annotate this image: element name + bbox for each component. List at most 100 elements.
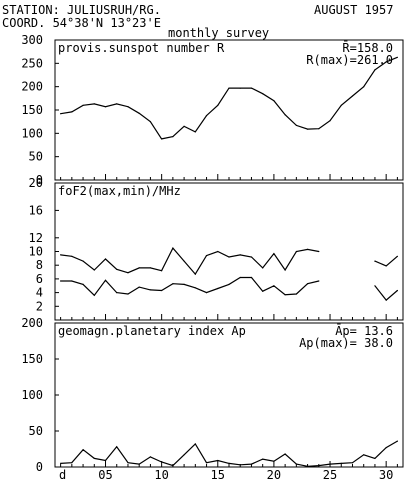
fof2-series-1-point	[250, 276, 253, 279]
ap-series-0-point	[284, 453, 286, 455]
sunspot-series-0-point	[340, 104, 342, 106]
ap-series-0-point	[194, 443, 196, 445]
fof2-series-1-point	[172, 283, 174, 285]
ap-series-0-point	[340, 462, 342, 464]
ap-series-0-point	[183, 454, 185, 456]
fof2-series-0-line	[60, 247, 319, 276]
ap-series-0-point	[161, 461, 163, 463]
fof2-series-1-point	[396, 289, 398, 292]
ap-xtick-label: 20	[267, 468, 281, 480]
ap-series-0-point	[273, 460, 275, 462]
sunspot-ytick-label: 200	[21, 80, 43, 94]
fof2-series-0-point	[295, 250, 297, 253]
ap-series-0-point	[127, 462, 129, 464]
ap-ytick-label: 150	[21, 352, 43, 366]
ap-xtick-label: 25	[323, 468, 337, 480]
ap-series-0-point	[262, 458, 264, 460]
sunspot-series-0-point	[127, 106, 129, 108]
fof2-series-1-line	[374, 285, 398, 301]
fof2-series-0-point	[250, 256, 253, 258]
ap-ytick-label: 0	[36, 460, 43, 474]
fof2-series-0-point	[161, 270, 163, 272]
fof2-series-1-point	[262, 290, 264, 292]
sunspot-series-0-line	[60, 56, 398, 140]
fof2-series-0-point	[262, 267, 264, 269]
fof2-series-0-point	[217, 250, 219, 253]
fof2-series-0-point	[396, 255, 398, 257]
fof2-ytick-label: 2	[36, 299, 43, 313]
fof2-series-0-point	[385, 265, 387, 267]
ap-series-0-point	[396, 440, 398, 442]
fof2-series-1-point	[60, 280, 62, 282]
ap-series-0-point	[116, 446, 118, 448]
fof2-ytick-label: 20	[29, 176, 43, 190]
ap-series-0-point	[374, 457, 376, 459]
sunspot-series-0-point	[172, 136, 174, 138]
ap-title: geomagn.planetary index Ap	[58, 324, 246, 338]
fof2-series-1-point	[183, 283, 185, 285]
fof2-series-0-point	[116, 268, 118, 270]
sunspot-ytick-label: 50	[29, 150, 43, 164]
fof2-series-0-point	[71, 255, 73, 257]
sunspot-title: provis.sunspot number R	[58, 41, 225, 55]
fof2-frame	[54, 182, 404, 321]
fof2-series-1-point	[82, 283, 84, 285]
sunspot-series-0-point	[104, 106, 107, 108]
ap-series-0-point	[295, 463, 297, 465]
date-label: AUGUST 1957	[314, 3, 393, 17]
sunspot-series-0-point	[351, 95, 354, 97]
sunspot-series-0-point	[385, 61, 387, 63]
fof2-series-1-point	[161, 289, 163, 292]
fof2-series-1-line	[60, 276, 319, 297]
fof2-series-1-point	[273, 285, 275, 287]
sunspot-series-0-point	[295, 124, 297, 126]
survey-label: monthly survey	[168, 26, 269, 40]
fof2-title: foF2(max,min)/MHz	[58, 184, 181, 198]
sunspot-series-0-point	[217, 104, 219, 106]
ap-series-0-point	[138, 463, 140, 465]
fof2-series-1-point	[374, 285, 376, 287]
fof2-ytick-label: 16	[29, 203, 43, 217]
ap-xtick-label: 05	[98, 468, 112, 480]
fof2-series-1-point	[116, 292, 118, 294]
ap-series-0-point	[217, 459, 219, 462]
fof2-ytick-label: 10	[29, 245, 43, 259]
ap-series-0-point	[363, 454, 365, 456]
ap-xtick-label: 10	[154, 468, 168, 480]
ap-series-0-point	[250, 463, 253, 465]
station-label: STATION: JULIUSRUH/RG.	[2, 3, 161, 17]
ap-series-0-point	[172, 465, 174, 467]
sunspot-mean-label: R̄=158.0	[342, 41, 393, 55]
sunspot-series-0-point	[273, 100, 275, 102]
fof2-series-0-point	[307, 248, 309, 250]
sunspot-ytick-label: 300	[21, 33, 43, 47]
fof2-series-0-point	[284, 269, 286, 271]
fof2-series-1-point	[205, 292, 208, 294]
sunspot-panel: 0 50 100 150 200 250 300 provis.sunspot number …	[21, 33, 404, 187]
ap-ytick-label: 100	[21, 388, 43, 402]
ap-series-0-point	[149, 456, 151, 458]
ap-series-0-point	[318, 465, 320, 467]
fof2-series-1-point	[127, 293, 129, 295]
sunspot-ytick-label: 250	[21, 56, 43, 70]
sunspot-ytick-label: 100	[21, 126, 43, 140]
fof2-series-1-point	[104, 279, 107, 281]
ap-xlabel: d	[59, 468, 66, 480]
ap-series-0-point	[385, 447, 387, 449]
fof2-series-1-point	[307, 283, 309, 285]
ap-series-0-point	[307, 465, 309, 467]
fof2-ytick-label: 12	[29, 231, 43, 245]
sunspot-series-0-point	[71, 111, 73, 113]
fof2-series-0-line	[374, 255, 398, 267]
fof2-series-1-point	[284, 294, 286, 296]
ap-mean-label: Āp= 13.6	[335, 324, 393, 338]
ap-series-0-point	[60, 462, 62, 464]
fof2-series-0-point	[60, 254, 62, 256]
fof2-series-0-point	[127, 272, 129, 274]
fof2-series-0-point	[82, 260, 84, 262]
sunspot-series-0-point	[239, 87, 241, 89]
ap-series-0-point	[351, 462, 354, 464]
fof2-series-0-point	[205, 255, 208, 257]
